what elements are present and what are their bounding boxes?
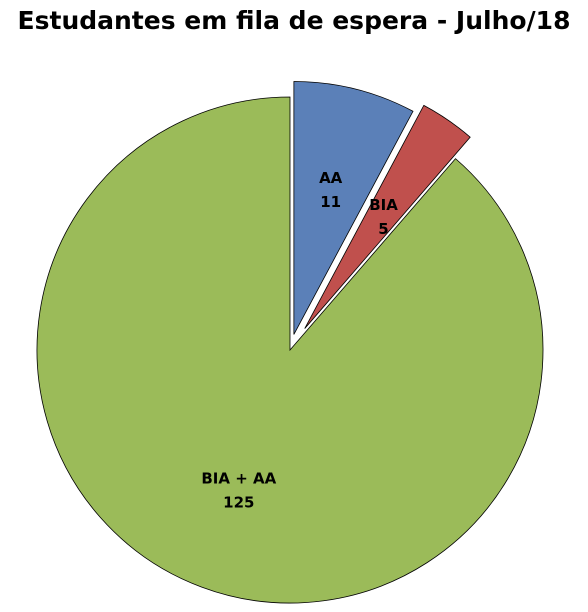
data-label-bia: BIA 5 — [369, 196, 398, 238]
pie-slice-bia — [304, 104, 471, 329]
data-label-category: BIA + AA — [201, 470, 276, 488]
data-label-category: BIA — [369, 196, 398, 214]
data-label-bia-aa: BIA + AA 125 — [201, 470, 276, 512]
chart-title: Estudantes em fila de espera - Julho/18 — [17, 6, 571, 35]
pie-slice-aa — [293, 81, 414, 335]
pie-data-labels: AA 11 BIA 5 BIA + AA 125 — [201, 169, 398, 511]
pie-slice-bia-aa — [36, 96, 544, 604]
pie-slices — [36, 81, 544, 604]
data-label-aa: AA 11 — [319, 169, 343, 211]
data-label-value: 11 — [320, 193, 341, 211]
data-label-value: 125 — [223, 494, 254, 512]
data-label-value: 5 — [378, 220, 388, 238]
data-label-category: AA — [319, 169, 343, 187]
